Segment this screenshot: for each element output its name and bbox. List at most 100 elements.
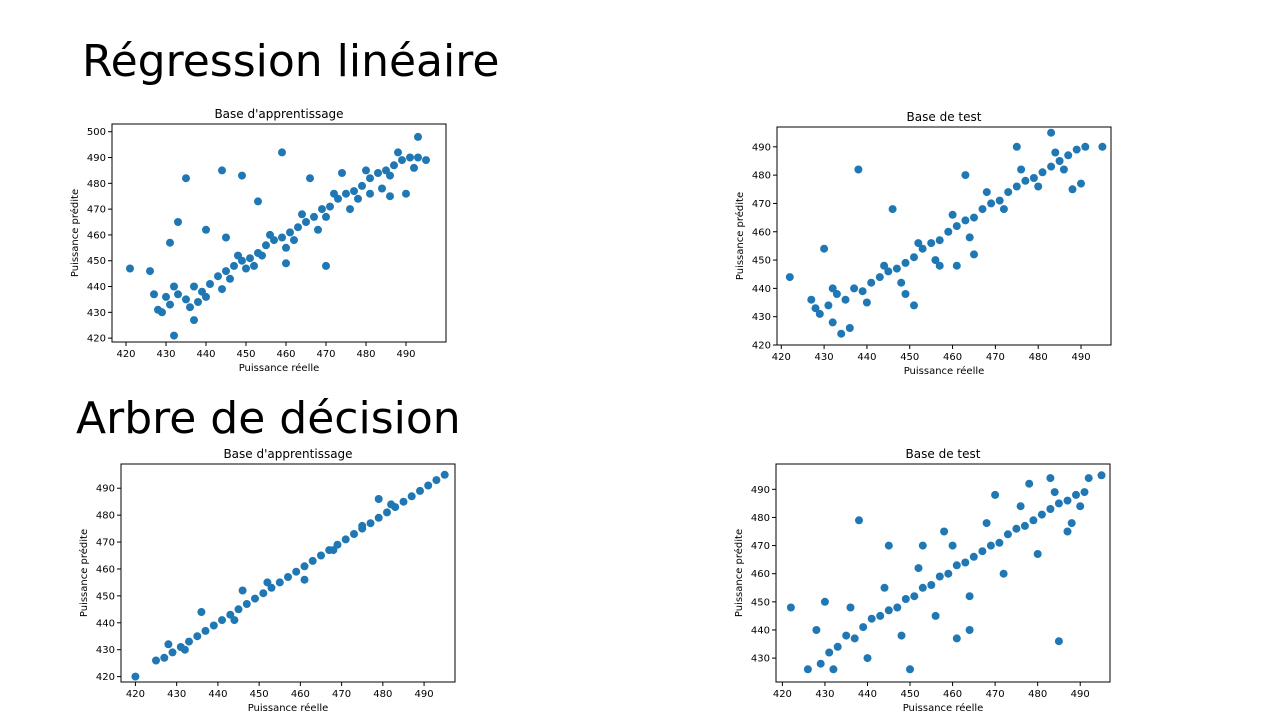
x-tick-label: 460 xyxy=(943,352,962,363)
scatter-point xyxy=(901,595,910,603)
scatter-point xyxy=(202,292,210,301)
scatter-point xyxy=(854,165,863,174)
x-tick-label: 480 xyxy=(1029,352,1048,363)
y-tick-label: 480 xyxy=(751,513,770,524)
x-tick-label: 450 xyxy=(900,689,919,700)
scatter-point xyxy=(275,578,284,587)
scatter-point xyxy=(910,301,918,310)
scatter-point xyxy=(901,290,910,298)
scatter-point xyxy=(338,169,346,177)
y-axis-label: Puissance prédite xyxy=(733,529,745,617)
y-tick-label: 480 xyxy=(87,179,106,190)
scatter-point xyxy=(164,640,173,649)
scatter-point xyxy=(366,174,374,183)
scatter-point xyxy=(1063,527,1072,536)
scatter-point xyxy=(222,233,230,242)
scatter-point xyxy=(278,233,286,242)
scatter-point xyxy=(1051,148,1060,157)
scatter-point xyxy=(306,174,314,183)
x-tick-label: 490 xyxy=(1071,689,1090,700)
scatter-point xyxy=(170,282,178,291)
scatter-point xyxy=(302,218,310,226)
scatter-point xyxy=(201,626,210,635)
y-tick-label: 430 xyxy=(87,308,106,319)
scatter-point xyxy=(1067,519,1076,528)
x-tick-label: 440 xyxy=(208,689,227,700)
scatter-point xyxy=(390,161,398,170)
scatter-point xyxy=(1012,524,1021,533)
x-tick-label: 420 xyxy=(126,689,145,700)
scatter-point xyxy=(1077,179,1085,188)
x-tick-label: 440 xyxy=(196,349,215,360)
x-tick-label: 460 xyxy=(943,689,962,700)
scatter-point xyxy=(399,497,408,506)
plot-frame xyxy=(776,126,1112,346)
scatter-point xyxy=(329,546,338,555)
scatter-point xyxy=(1021,176,1030,185)
scatter-point xyxy=(374,495,383,503)
x-tick-label: 480 xyxy=(1028,689,1047,700)
scatter-point xyxy=(935,261,944,270)
scatter-point xyxy=(432,476,441,485)
scatter-point xyxy=(362,166,370,175)
x-tick-label: 470 xyxy=(986,352,1005,363)
scatter-point xyxy=(1047,162,1056,171)
scatter-point xyxy=(1038,168,1047,177)
scatter-point xyxy=(326,202,334,211)
scatter-point xyxy=(807,295,816,304)
scatter-point xyxy=(850,634,859,643)
scatter-point xyxy=(880,261,889,270)
y-tick-label: 450 xyxy=(87,256,106,267)
x-axis-label: Puissance réelle xyxy=(239,362,320,374)
x-tick-label: 480 xyxy=(356,349,375,360)
scatter-point xyxy=(182,174,190,183)
scatter-point xyxy=(982,519,991,528)
x-tick-label: 460 xyxy=(276,349,295,360)
x-tick-label: 470 xyxy=(986,689,1005,700)
scatter-point xyxy=(1012,142,1021,151)
scatter-point xyxy=(282,243,290,252)
scatter-point xyxy=(242,264,250,273)
x-tick-label: 470 xyxy=(316,349,335,360)
section-title-linear-regression: Régression linéaire xyxy=(82,36,500,87)
scatter-point xyxy=(374,169,382,177)
scatter-point xyxy=(837,329,846,338)
y-tick-label: 440 xyxy=(751,625,770,636)
scatter-point xyxy=(206,280,214,288)
scatter-point xyxy=(322,212,330,221)
scatter-point xyxy=(816,659,825,668)
scatter-point xyxy=(150,290,158,299)
scatter-point xyxy=(944,227,953,236)
scatter-point xyxy=(1034,182,1043,191)
scatter-point xyxy=(880,583,889,592)
scatter-point xyxy=(314,225,322,234)
scatter-point xyxy=(174,290,182,299)
x-tick-label: 460 xyxy=(291,689,310,700)
scatter-point xyxy=(440,470,449,479)
scatter-point xyxy=(1072,145,1081,154)
scatter-point xyxy=(300,562,309,571)
scatter-point xyxy=(969,552,978,561)
scatter-point xyxy=(986,541,995,550)
scatter-point xyxy=(230,261,238,270)
scatter-point xyxy=(935,572,944,581)
scatter-point xyxy=(152,656,160,665)
scatter-point xyxy=(867,614,876,623)
scatter-point xyxy=(346,205,354,214)
scatter-point xyxy=(824,301,833,310)
scatter-point xyxy=(884,606,893,615)
scatter-point xyxy=(833,642,842,651)
scatter-point xyxy=(1080,488,1089,497)
scatter-point xyxy=(386,192,394,201)
scatter-point xyxy=(394,148,402,157)
scatter-point xyxy=(927,581,936,589)
scatter-point xyxy=(262,241,270,250)
scatter-point xyxy=(230,616,239,625)
scatter-point xyxy=(995,196,1004,205)
scatter-point xyxy=(965,626,974,634)
scatter-point xyxy=(185,637,193,646)
scatter-point xyxy=(278,148,286,157)
scatter-point xyxy=(214,272,222,281)
